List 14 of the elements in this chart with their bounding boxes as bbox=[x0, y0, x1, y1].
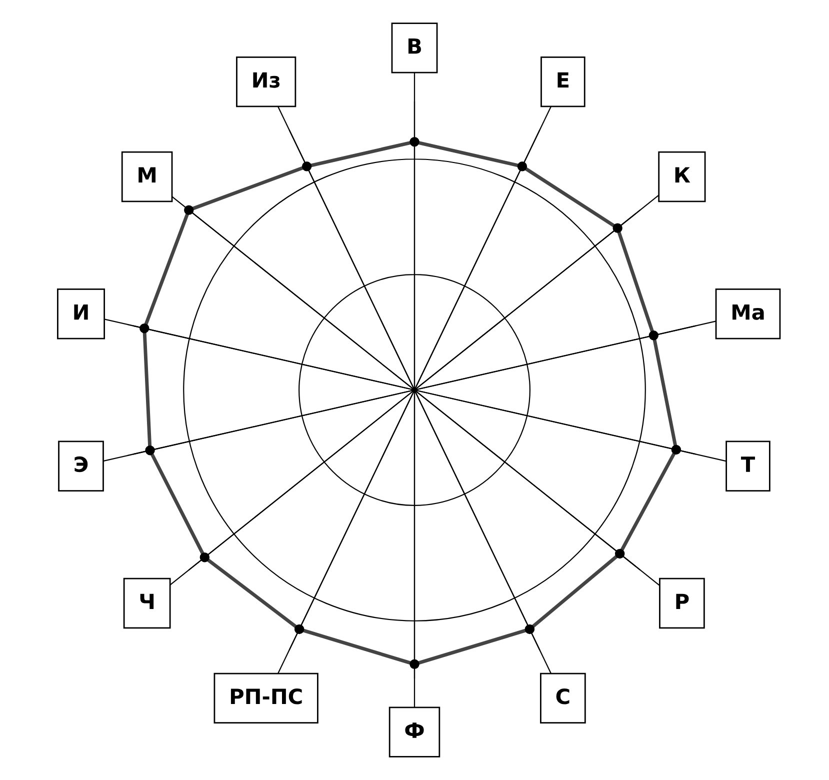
spoke-label: Ф bbox=[405, 722, 424, 738]
spoke-label: Э bbox=[74, 456, 88, 472]
spoke-label: РП-ПС bbox=[230, 688, 302, 704]
spoke-label: Из bbox=[253, 72, 280, 88]
spoke-label: К bbox=[675, 167, 690, 182]
spoke-label: Т bbox=[740, 456, 755, 472]
spoke-label: Ма bbox=[732, 304, 764, 320]
spoke-label: С bbox=[556, 688, 570, 704]
spoke-label: В bbox=[408, 38, 421, 54]
spoke-label: Р bbox=[676, 594, 689, 610]
spoke-label: Е bbox=[558, 72, 569, 88]
spoke-label: Ч bbox=[140, 594, 154, 610]
spoke-label: И bbox=[74, 304, 88, 320]
spoke-label: М bbox=[138, 167, 156, 182]
